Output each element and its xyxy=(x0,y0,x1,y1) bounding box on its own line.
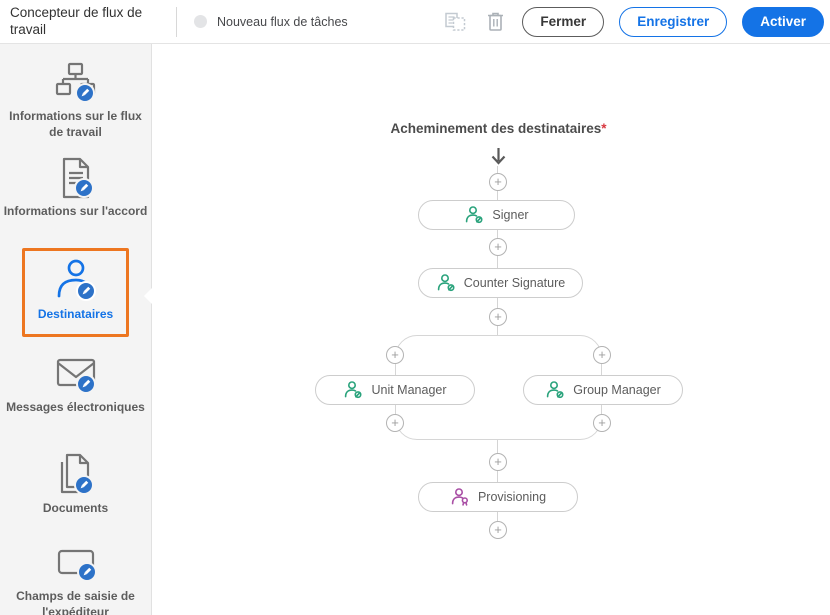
plus-icon: + xyxy=(598,415,606,430)
add-recipient-button[interactable]: + xyxy=(489,521,507,539)
sidebar-item-agreement-info[interactable]: Informations sur l'accord xyxy=(0,157,151,220)
duplicate-icon xyxy=(445,12,466,31)
workflow-info-icon xyxy=(55,62,95,103)
add-recipient-button[interactable]: + xyxy=(593,414,611,432)
add-recipient-button[interactable]: + xyxy=(386,414,404,432)
plus-icon: + xyxy=(598,347,606,362)
save-button[interactable]: Enregistrer xyxy=(619,6,728,37)
sidebar-item-sender-fields[interactable]: Champs de saisie de l'expéditeur xyxy=(0,544,151,615)
workflow-status-dot xyxy=(194,15,207,28)
node-label: Group Manager xyxy=(573,383,661,397)
sidebar-item-emails[interactable]: Messages électroniques xyxy=(0,351,151,416)
sidebar-item-documents[interactable]: Documents xyxy=(0,452,151,517)
routing-title: Acheminement des destinataires* xyxy=(167,121,830,136)
required-marker: * xyxy=(601,121,607,136)
add-recipient-button[interactable]: + xyxy=(489,173,507,191)
agreement-info-icon xyxy=(62,157,94,199)
signer-icon xyxy=(466,206,483,224)
node-label: Signer xyxy=(492,208,529,222)
sidebar-item-label: Champs de saisie de l'expéditeur xyxy=(16,589,135,615)
workflow-name: Nouveau flux de tâches xyxy=(217,14,348,29)
plus-icon: + xyxy=(494,454,502,469)
signer-icon xyxy=(345,381,362,399)
documents-icon xyxy=(60,453,94,495)
activate-button[interactable]: Activer xyxy=(742,6,824,37)
close-button[interactable]: Fermer xyxy=(522,6,605,37)
sidebar-item-label: Destinataires xyxy=(37,307,114,321)
approver-icon xyxy=(451,488,468,506)
add-recipient-button[interactable]: + xyxy=(386,346,404,364)
delete-button[interactable] xyxy=(484,9,507,34)
duplicate-button[interactable] xyxy=(442,9,469,34)
plus-icon: + xyxy=(494,239,502,254)
arrow-down-icon xyxy=(491,148,506,165)
recipients-icon xyxy=(57,259,96,301)
routing-title-text: Acheminement des destinataires xyxy=(390,121,602,136)
add-recipient-button[interactable]: + xyxy=(489,453,507,471)
workflow-canvas: Acheminement des destinataires* + + + + … xyxy=(152,44,830,615)
node-label: Provisioning xyxy=(477,490,547,504)
add-recipient-button[interactable]: + xyxy=(489,308,507,326)
sidebar-item-recipients[interactable]: Destinataires xyxy=(0,248,151,337)
recipient-node-provisioning[interactable]: Provisioning xyxy=(418,482,578,512)
add-recipient-button[interactable]: + xyxy=(489,238,507,256)
designer-sidebar: Informations sur le flux de travail Info… xyxy=(0,44,152,615)
signer-icon xyxy=(547,381,564,399)
app-title: Concepteur de flux de travail xyxy=(10,4,143,37)
trash-icon xyxy=(488,12,504,31)
plus-icon: + xyxy=(494,309,502,324)
sidebar-item-label: Messages électroniques xyxy=(6,400,145,414)
active-item-highlight: Destinataires xyxy=(22,248,129,337)
active-item-notch xyxy=(144,287,153,305)
recipient-node-group-manager[interactable]: Group Manager xyxy=(523,375,683,405)
main-area: Informations sur le flux de travail Info… xyxy=(0,44,830,615)
recipient-node-counter-signature[interactable]: Counter Signature xyxy=(418,268,583,298)
sidebar-item-label: Informations sur le flux de travail xyxy=(9,109,142,139)
header-divider xyxy=(176,6,177,37)
sidebar-item-workflow-info[interactable]: Informations sur le flux de travail xyxy=(0,62,151,140)
sidebar-item-label: Documents xyxy=(42,501,109,515)
signer-icon xyxy=(437,274,455,292)
recipient-node-signer[interactable]: Signer xyxy=(418,200,575,230)
add-recipient-button[interactable]: + xyxy=(593,346,611,364)
plus-icon: + xyxy=(391,347,399,362)
top-bar: Concepteur de flux de travail Nouveau fl… xyxy=(0,0,830,44)
recipient-node-unit-manager[interactable]: Unit Manager xyxy=(315,375,475,405)
emails-icon xyxy=(56,358,96,394)
plus-icon: + xyxy=(494,174,502,189)
node-label: Counter Signature xyxy=(463,276,566,290)
header-actions: Fermer Enregistrer Activer xyxy=(442,6,830,37)
plus-icon: + xyxy=(494,522,502,537)
plus-icon: + xyxy=(391,415,399,430)
sidebar-item-label: Informations sur l'accord xyxy=(3,204,148,218)
node-label: Unit Manager xyxy=(371,383,447,397)
sender-fields-icon xyxy=(57,549,97,582)
